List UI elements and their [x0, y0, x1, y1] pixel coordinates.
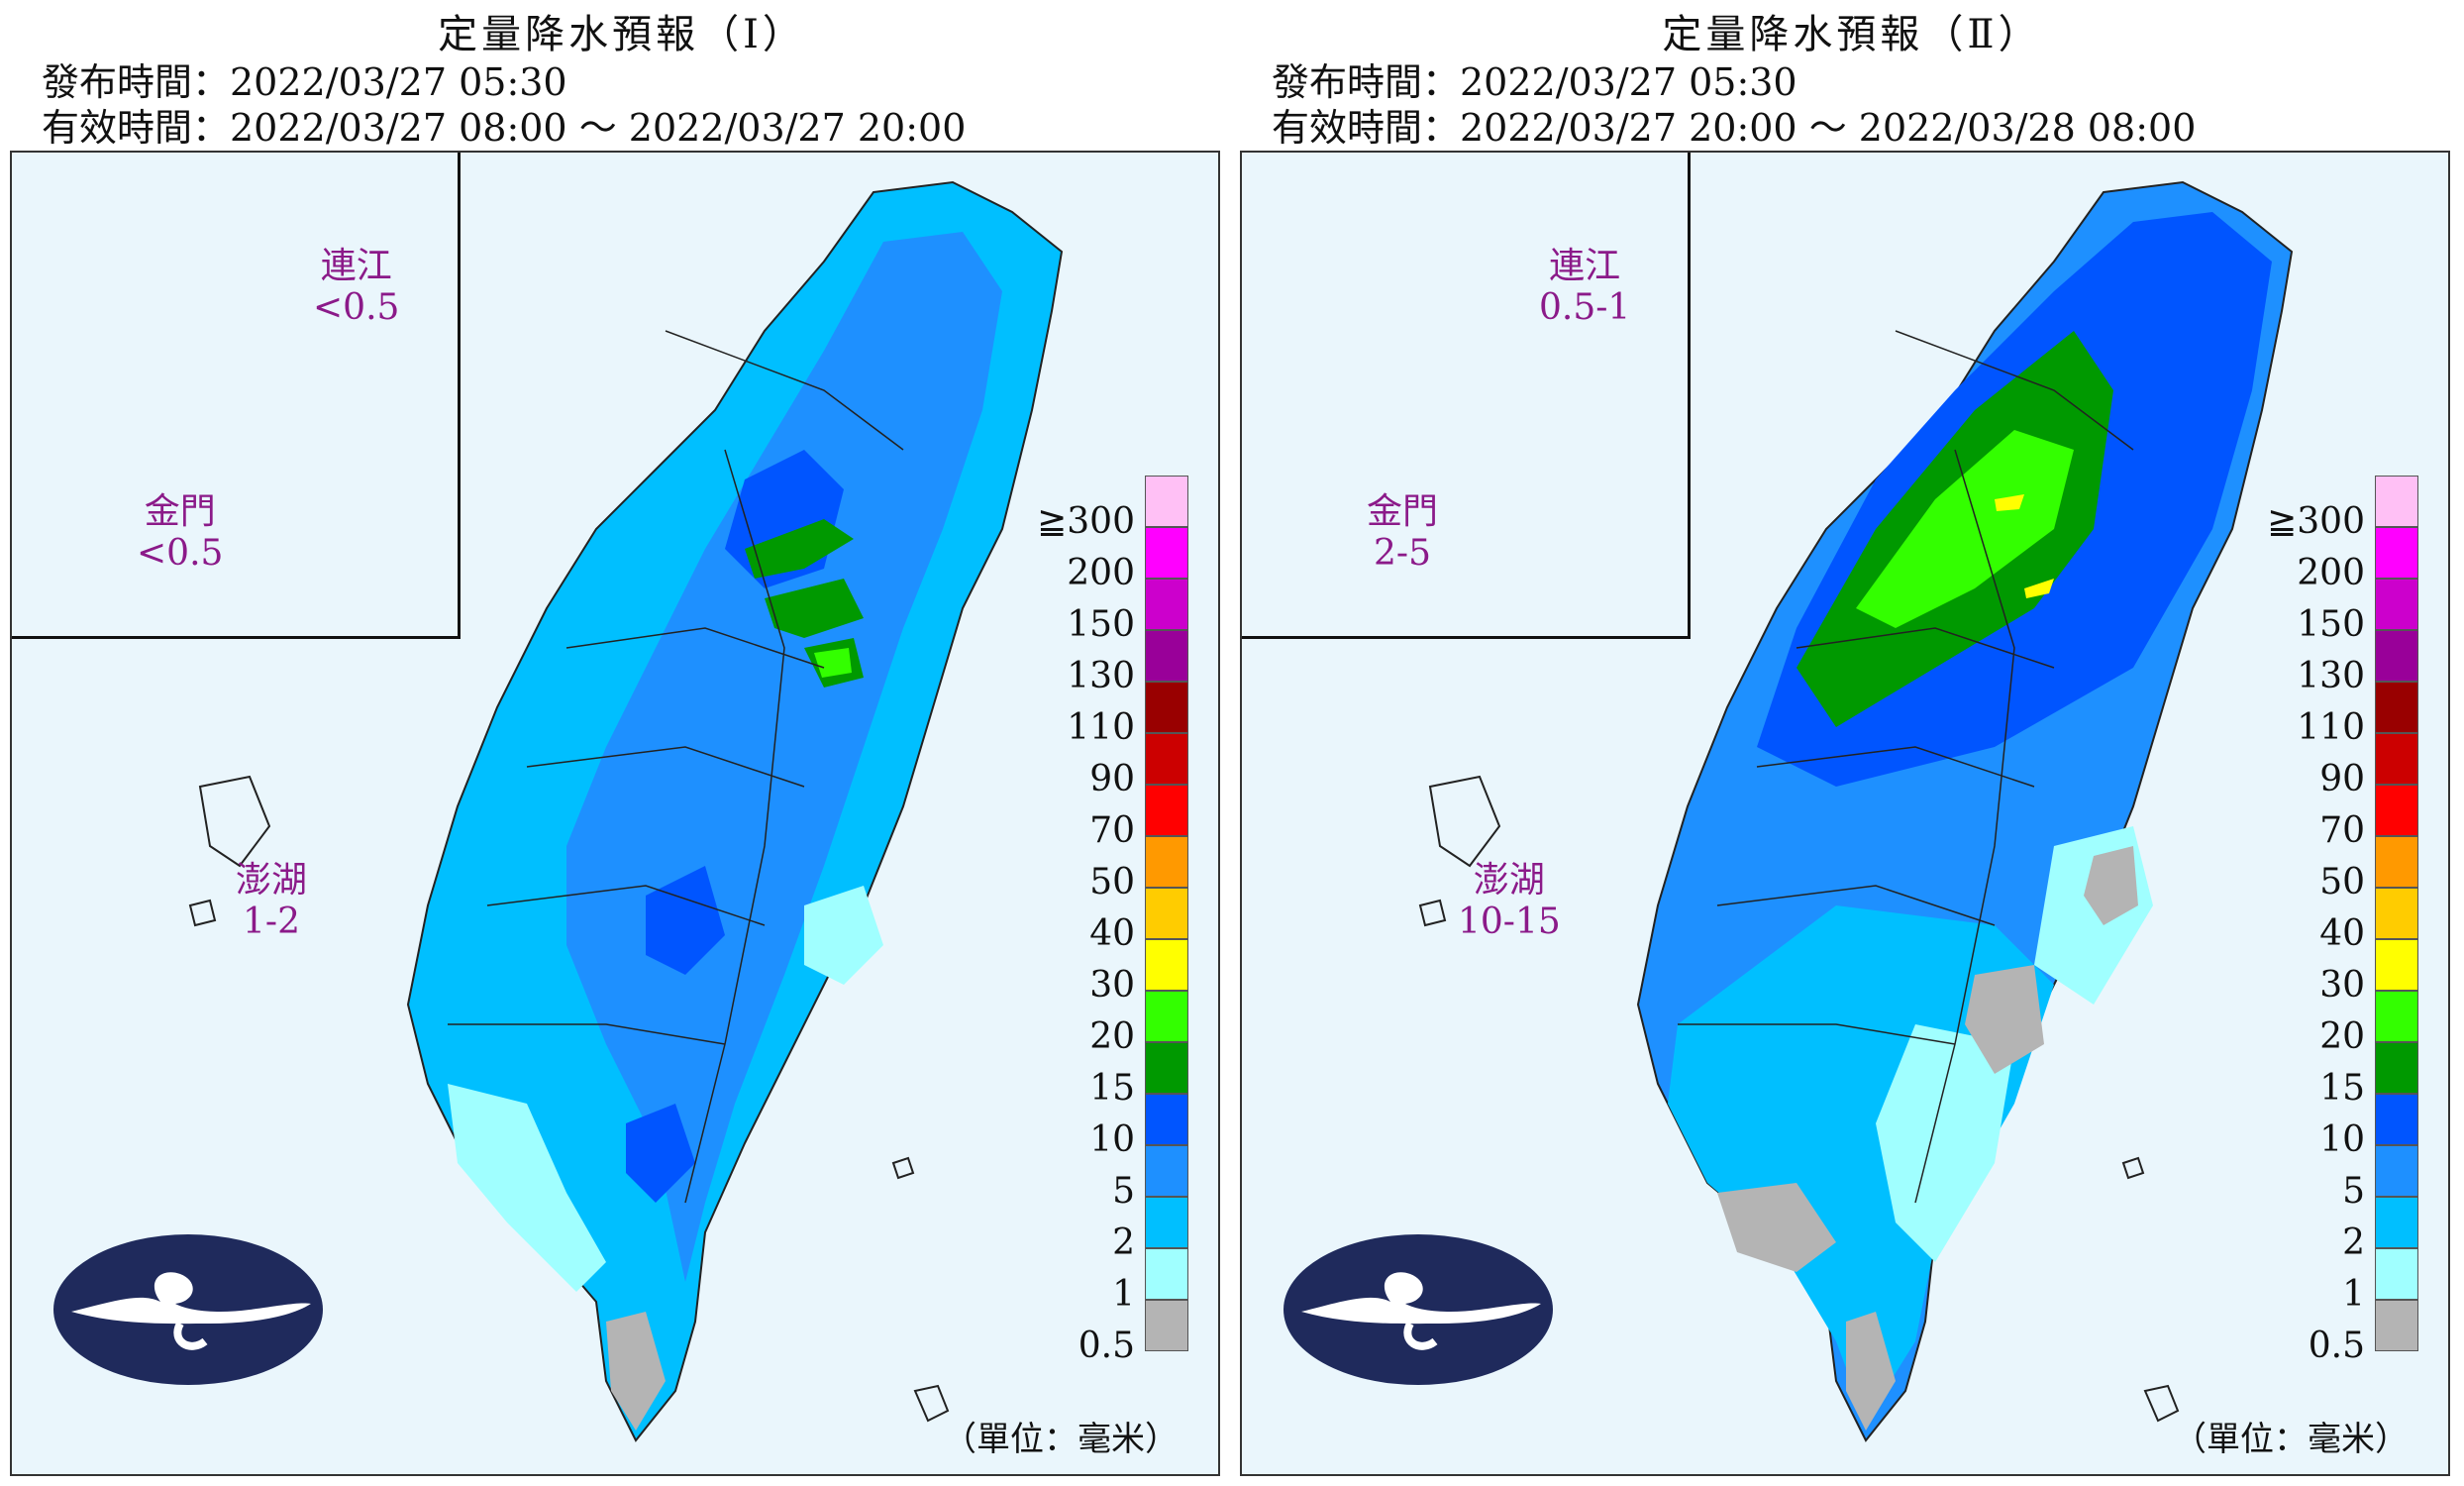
legend-label-1: 1 [2342, 1274, 2365, 1315]
legend-label-20: 20 [1089, 1016, 1135, 1057]
legend-label-70: 70 [2319, 810, 2365, 851]
legend-swatch [2375, 579, 2418, 630]
legend-label-1: 1 [1112, 1274, 1135, 1315]
legend-label-150: 150 [1067, 604, 1135, 645]
cwb-cloud-logo-icon [1283, 1234, 1553, 1385]
legend-label-300: ≧300 [2267, 501, 2365, 542]
panel-title: 定量降水預報（Ⅰ） [438, 12, 806, 57]
unit-label: （單位：毫米） [2173, 1420, 2409, 1459]
legend-label-150: 150 [2297, 604, 2365, 645]
legend-label-30: 30 [1089, 965, 1135, 1006]
legend-label-90: 90 [2319, 759, 2365, 799]
legend-swatch [1145, 1197, 1188, 1248]
legend-label-0.5: 0.5 [1078, 1326, 1135, 1366]
legend-label-2: 2 [2342, 1222, 2365, 1263]
legend-swatch [1145, 836, 1188, 888]
legend-label-300: ≧300 [1037, 501, 1135, 542]
valid-time: 有效時間：2022/03/27 08:00 ～ 2022/03/27 20:00 [42, 106, 967, 150]
legend-swatch [1145, 991, 1188, 1042]
legend-swatch [1145, 1145, 1188, 1197]
legend-swatch [2375, 682, 2418, 733]
legend-swatch [1145, 527, 1188, 579]
legend-label-0.5: 0.5 [2308, 1326, 2365, 1366]
legend-label-200: 200 [2297, 553, 2365, 593]
taiwan-rainfall-shading [12, 180, 1064, 1442]
legend-swatch [1145, 682, 1188, 733]
legend-swatch [2375, 1300, 2418, 1351]
kinmen-label: 金門 2-5 [1367, 491, 1439, 574]
legend-swatch [2375, 527, 2418, 579]
legend-swatch [1145, 1094, 1188, 1145]
legend-label-5: 5 [2342, 1171, 2365, 1212]
legend-swatch [2375, 1248, 2418, 1300]
legend-swatch [2375, 939, 2418, 991]
legend-swatch [2375, 888, 2418, 939]
legend-label-15: 15 [1089, 1068, 1135, 1109]
legend-label-50: 50 [1089, 862, 1135, 902]
issue-time: 發布時間：2022/03/27 05:30 [42, 60, 567, 104]
legend-label-20: 20 [2319, 1016, 2365, 1057]
legend-swatch [1145, 939, 1188, 991]
legend-label-5: 5 [1112, 1171, 1135, 1212]
legend-label-10: 10 [2319, 1119, 2365, 1160]
rainfall-map: 連江 <0.5 金門 <0.5 澎湖 1-2 ≧300 200 150 130 … [10, 151, 1220, 1476]
legend-label-50: 50 [2319, 862, 2365, 902]
legend-swatch [2375, 630, 2418, 682]
legend-label-130: 130 [2297, 656, 2365, 696]
taiwan-rainfall-shading [1242, 180, 2294, 1442]
legend-label-40: 40 [2319, 913, 2365, 954]
legend-swatch [2375, 836, 2418, 888]
legend-swatch [2375, 1042, 2418, 1094]
legend-swatch [2375, 476, 2418, 527]
legend-swatch [1145, 733, 1188, 785]
legend-swatch [2375, 991, 2418, 1042]
legend-label-15: 15 [2319, 1068, 2365, 1109]
legend-swatch [2375, 733, 2418, 785]
legend-swatch [1145, 476, 1188, 527]
legend-label-70: 70 [1089, 810, 1135, 851]
legend-swatch [1145, 630, 1188, 682]
legend-label-110: 110 [2297, 707, 2365, 748]
qpf-panel-2: 定量降水預報（Ⅱ） 發布時間：2022/03/27 05:30 有效時間：202… [1240, 0, 2464, 1486]
legend-swatch [1145, 579, 1188, 630]
legend-label-30: 30 [2319, 965, 2365, 1006]
cwb-cloud-logo-icon [53, 1234, 323, 1385]
panel-title: 定量降水預報（Ⅱ） [1662, 12, 2042, 57]
rainfall-legend: ≧300 200 150 130 110 90 70 50 40 30 20 1… [2161, 476, 2418, 1393]
lienchiang-label: 連江 <0.5 [313, 246, 400, 328]
kinmen-label: 金門 <0.5 [137, 491, 224, 574]
legend-swatch [1145, 1300, 1188, 1351]
legend-label-200: 200 [1067, 553, 1135, 593]
rainfall-legend: ≧300 200 150 130 110 90 70 50 40 30 20 1… [931, 476, 1188, 1393]
legend-label-90: 90 [1089, 759, 1135, 799]
legend-swatch [1145, 1248, 1188, 1300]
legend-label-40: 40 [1089, 913, 1135, 954]
legend-label-130: 130 [1067, 656, 1135, 696]
unit-label: （單位：毫米） [943, 1420, 1179, 1459]
legend-label-10: 10 [1089, 1119, 1135, 1160]
legend-swatch [1145, 888, 1188, 939]
legend-swatch [2375, 1094, 2418, 1145]
issue-time: 發布時間：2022/03/27 05:30 [1272, 60, 1797, 104]
legend-swatch [2375, 785, 2418, 836]
penghu-label: 澎湖 1-2 [236, 860, 308, 942]
qpf-panel-1: 定量降水預報（Ⅰ） 發布時間：2022/03/27 05:30 有效時間：202… [10, 0, 1234, 1486]
offshore-islands-inset [1242, 153, 1691, 639]
legend-swatch [2375, 1197, 2418, 1248]
legend-swatch [1145, 1042, 1188, 1094]
valid-time: 有效時間：2022/03/27 20:00 ～ 2022/03/28 08:00 [1272, 106, 2197, 150]
penghu-label: 澎湖 10-15 [1458, 860, 1561, 942]
legend-swatch [1145, 785, 1188, 836]
lienchiang-label: 連江 0.5-1 [1539, 246, 1631, 328]
offshore-islands-inset [12, 153, 461, 639]
legend-swatch [2375, 1145, 2418, 1197]
legend-label-2: 2 [1112, 1222, 1135, 1263]
legend-label-110: 110 [1067, 707, 1135, 748]
rainfall-map: 連江 0.5-1 金門 2-5 澎湖 10-15 ≧300 200 150 13… [1240, 151, 2450, 1476]
